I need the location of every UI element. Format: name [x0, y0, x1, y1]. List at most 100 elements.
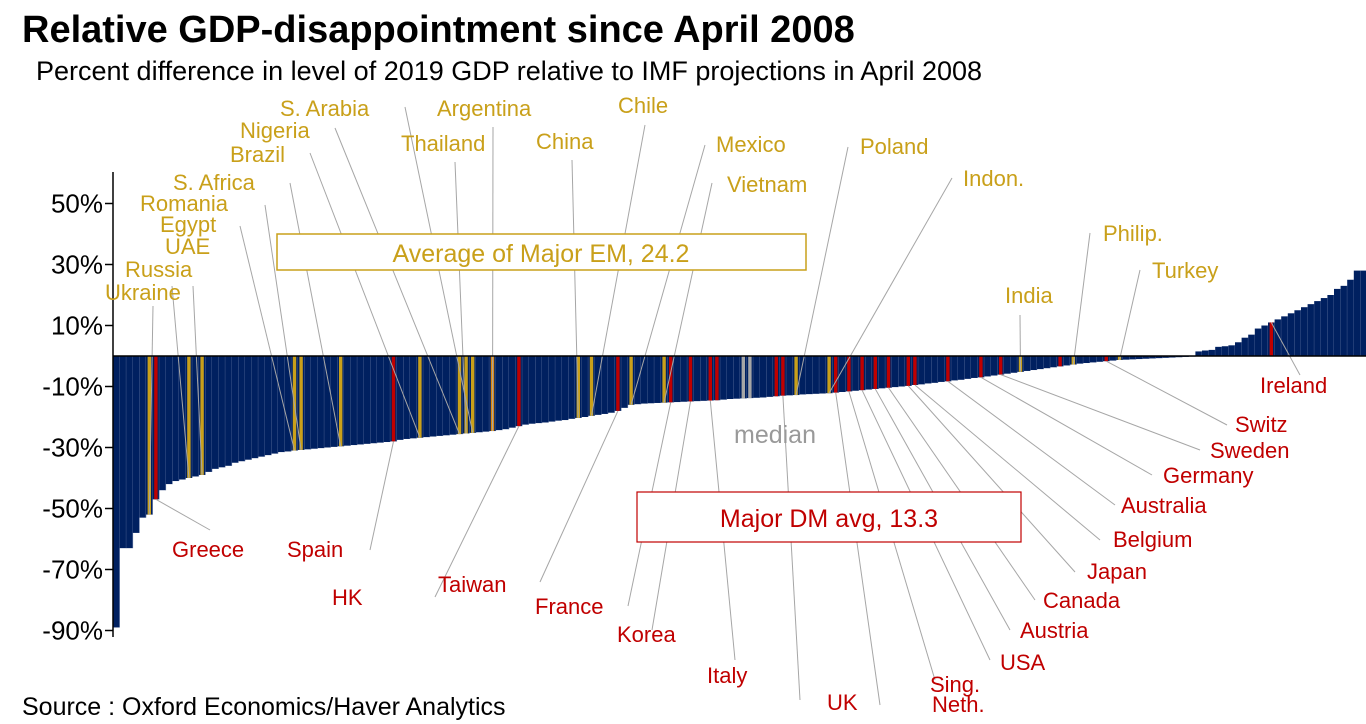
- bar: [231, 356, 239, 463]
- bar: [1208, 349, 1216, 356]
- bar: [865, 356, 872, 390]
- highlight-bar: [827, 356, 831, 394]
- dm-average-label: Major DM avg, 13.3: [720, 505, 938, 533]
- bar: [990, 356, 998, 376]
- bar: [495, 356, 503, 431]
- country-label: Ukraine: [105, 280, 181, 305]
- bar: [720, 356, 727, 400]
- bar: [264, 356, 272, 456]
- country-label: Brazil: [230, 142, 285, 167]
- highlight-bar: [979, 356, 983, 378]
- bar: [1294, 310, 1301, 356]
- highlight-bar: [662, 356, 666, 403]
- bar: [528, 356, 536, 424]
- country-label: Korea: [617, 622, 676, 647]
- bar: [363, 356, 371, 444]
- em-average-label: Average of Major EM, 24.2: [393, 240, 690, 268]
- bar: [951, 356, 958, 381]
- highlight-bar: [688, 356, 693, 402]
- bar: [542, 356, 549, 423]
- bar: [957, 356, 965, 380]
- country-label: S. Arabia: [280, 96, 370, 121]
- highlight-bar: [1269, 322, 1273, 356]
- highlight-bar: [669, 356, 673, 403]
- bar: [898, 356, 905, 387]
- country-label: India: [1005, 283, 1053, 308]
- median-label: median: [734, 421, 816, 449]
- leader-line: [914, 384, 1101, 541]
- bar: [1122, 356, 1130, 360]
- leader-line: [171, 285, 190, 479]
- bar: [654, 356, 661, 403]
- leader-line: [334, 127, 460, 435]
- leader-line: [1019, 314, 1021, 372]
- bar: [1063, 356, 1070, 366]
- bar: [647, 356, 655, 404]
- country-label: Neth.: [932, 692, 985, 717]
- bar: [1043, 356, 1051, 369]
- bar: [1142, 356, 1150, 359]
- country-label: Mexico: [716, 132, 786, 157]
- country-label: Poland: [860, 134, 929, 159]
- highlight-bar: [781, 356, 785, 396]
- bar: [159, 356, 166, 491]
- bar: [1162, 356, 1169, 358]
- bar: [1274, 319, 1282, 356]
- bar: [1129, 356, 1136, 360]
- bar: [806, 356, 813, 395]
- bar: [1109, 356, 1117, 361]
- bar: [608, 356, 615, 413]
- highlight-bar: [886, 356, 891, 388]
- highlight-bar: [794, 356, 798, 396]
- country-label: Philip.: [1103, 221, 1163, 246]
- highlight-bar: [629, 356, 633, 405]
- bar: [561, 356, 569, 421]
- bar: [126, 356, 133, 549]
- country-label: Italy: [707, 663, 747, 688]
- leader-line: [828, 177, 953, 394]
- bar: [476, 356, 483, 433]
- bar: [1136, 356, 1143, 360]
- highlight-bar: [708, 356, 712, 401]
- y-tick-label: -90%: [42, 616, 103, 646]
- bar: [377, 356, 384, 443]
- bar: [971, 356, 978, 378]
- leader-line: [1106, 360, 1228, 426]
- bar: [1228, 345, 1235, 356]
- bar: [410, 356, 417, 439]
- bar: [225, 356, 232, 466]
- bar: [852, 356, 859, 391]
- bar: [1235, 342, 1242, 356]
- highlight-bar: [873, 356, 877, 389]
- leader-line: [155, 498, 211, 531]
- highlight-bar: [1071, 356, 1075, 365]
- bar: [1281, 316, 1288, 356]
- country-label: Chile: [618, 93, 668, 118]
- highlight-bar: [471, 356, 475, 433]
- highlight-bar: [154, 356, 158, 500]
- bar: [396, 356, 404, 440]
- bar: [931, 356, 938, 383]
- bar: [812, 356, 820, 394]
- leader-line: [239, 225, 295, 451]
- bar: [753, 356, 760, 398]
- bar: [1241, 337, 1249, 356]
- bar: [443, 356, 450, 436]
- y-tick-label: -50%: [42, 494, 103, 524]
- bar: [1334, 288, 1341, 356]
- country-label: Turkey: [1152, 258, 1218, 283]
- bar: [1004, 356, 1011, 374]
- country-label: USA: [1000, 650, 1046, 675]
- source-note: Source : Oxford Economics/Haver Analytic…: [22, 693, 506, 721]
- bar: [786, 356, 793, 396]
- bar: [1195, 351, 1202, 356]
- bar: [344, 356, 351, 446]
- bar: [621, 356, 628, 408]
- leader-line: [782, 395, 801, 701]
- bar: [304, 356, 311, 450]
- country-label: HK: [332, 585, 363, 610]
- highlight-bar: [748, 356, 752, 399]
- country-label: Sweden: [1210, 438, 1290, 463]
- bar: [1314, 301, 1321, 356]
